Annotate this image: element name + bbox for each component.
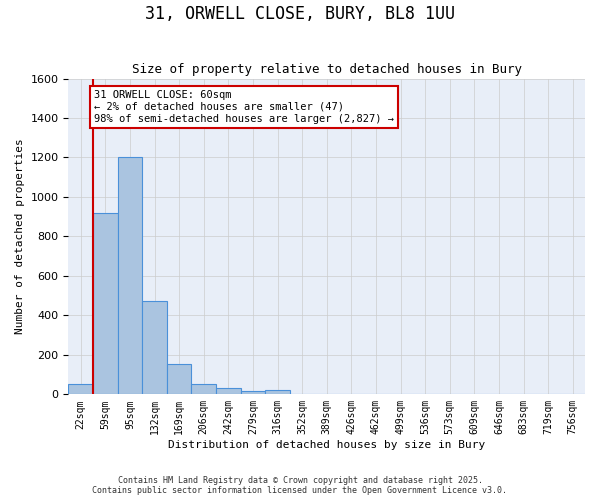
- Text: 31 ORWELL CLOSE: 60sqm
← 2% of detached houses are smaller (47)
98% of semi-deta: 31 ORWELL CLOSE: 60sqm ← 2% of detached …: [94, 90, 394, 124]
- Bar: [216, 388, 241, 394]
- Bar: [93, 213, 118, 394]
- Text: 31, ORWELL CLOSE, BURY, BL8 1UU: 31, ORWELL CLOSE, BURY, BL8 1UU: [145, 5, 455, 23]
- Title: Size of property relative to detached houses in Bury: Size of property relative to detached ho…: [132, 63, 522, 76]
- Bar: [241, 391, 265, 394]
- Text: Contains HM Land Registry data © Crown copyright and database right 2025.
Contai: Contains HM Land Registry data © Crown c…: [92, 476, 508, 495]
- Bar: [142, 300, 167, 394]
- Bar: [118, 158, 142, 394]
- Y-axis label: Number of detached properties: Number of detached properties: [15, 138, 25, 334]
- Bar: [68, 384, 93, 394]
- Bar: [265, 390, 290, 394]
- X-axis label: Distribution of detached houses by size in Bury: Distribution of detached houses by size …: [168, 440, 485, 450]
- Bar: [167, 364, 191, 394]
- Bar: [191, 384, 216, 394]
